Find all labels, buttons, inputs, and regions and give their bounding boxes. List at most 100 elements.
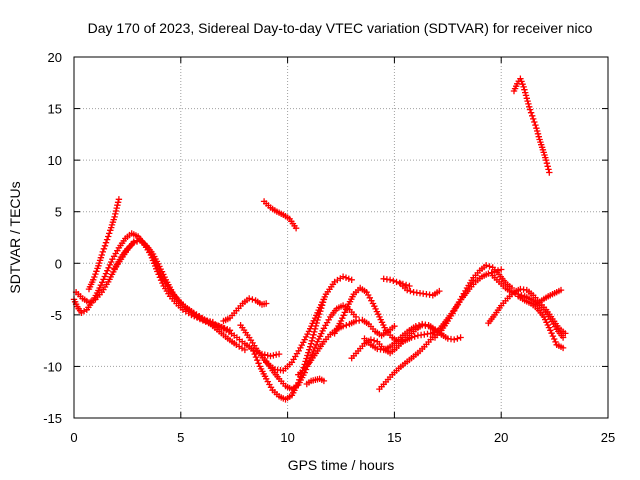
data-point [545, 291, 556, 300]
data-point [382, 373, 394, 386]
data-point [282, 393, 293, 403]
data-point [111, 258, 123, 272]
data-point [367, 341, 379, 351]
data-point [303, 379, 313, 388]
y-tick-label: -5 [50, 308, 62, 323]
data-point [557, 286, 565, 294]
data-point [305, 312, 320, 335]
data-point [380, 344, 392, 354]
data-point [378, 329, 390, 339]
grid-lines [74, 57, 608, 418]
data-point [386, 340, 398, 350]
data-point [312, 376, 321, 383]
data-point [540, 313, 553, 331]
data-point [457, 287, 469, 303]
data-point [258, 300, 268, 308]
data-point [256, 363, 269, 380]
data-point [483, 262, 493, 270]
data-series [70, 75, 569, 403]
data-point [350, 286, 362, 298]
data-point [406, 282, 413, 290]
data-point [250, 347, 262, 367]
data-point [542, 306, 555, 320]
data-point [122, 231, 133, 242]
data-point [532, 298, 543, 308]
data-point [549, 315, 561, 330]
data-point [320, 377, 328, 385]
data-point [286, 215, 298, 230]
chart-title: Day 170 of 2023, Sidereal Day-to-day VTE… [88, 20, 593, 36]
data-point [98, 281, 110, 296]
series-arc-09 [260, 198, 300, 232]
data-point [241, 346, 249, 354]
data-point [254, 347, 268, 364]
data-point [559, 344, 567, 352]
series-arc-03 [85, 196, 123, 293]
data-point [339, 273, 352, 282]
data-point [376, 381, 387, 393]
data-point [451, 299, 463, 314]
data-point [169, 289, 181, 303]
data-point [301, 359, 313, 372]
data-point [416, 290, 427, 297]
data-point [216, 328, 229, 340]
data-point [246, 295, 256, 303]
x-tick-label: 15 [387, 430, 401, 445]
data-point [128, 230, 140, 239]
data-point [224, 335, 238, 347]
data-point [307, 377, 317, 385]
data-point [382, 327, 394, 339]
x-tick-label: 25 [601, 430, 615, 445]
data-point [346, 318, 357, 328]
data-point [517, 285, 527, 293]
data-point [74, 303, 84, 314]
data-point [282, 382, 293, 392]
data-point [423, 291, 433, 298]
data-point [295, 367, 306, 378]
data-point [380, 275, 391, 283]
series-arc-24 [510, 75, 553, 176]
data-point [162, 276, 175, 293]
data-point [406, 328, 417, 339]
data-point [431, 329, 443, 341]
series-arc-12 [303, 375, 328, 388]
data-point [331, 320, 343, 337]
data-point [115, 237, 127, 251]
data-point [331, 275, 344, 286]
data-point [337, 306, 350, 325]
data-point [472, 275, 483, 286]
data-point [263, 375, 275, 391]
data-point [530, 115, 539, 129]
data-point [348, 276, 355, 283]
data-point [555, 325, 567, 335]
data-point [124, 240, 136, 254]
data-point [389, 334, 400, 344]
x-tick-label: 20 [494, 430, 508, 445]
data-point [521, 297, 533, 306]
data-point [369, 300, 382, 318]
data-point [517, 75, 526, 88]
data-point [510, 286, 522, 296]
data-point [109, 247, 121, 263]
data-point [391, 323, 398, 330]
data-point [85, 297, 97, 306]
data-point [395, 361, 407, 372]
data-point [478, 271, 490, 280]
data-point [333, 303, 345, 312]
plot-frame [73, 56, 609, 419]
data-point [241, 340, 255, 352]
data-point [357, 284, 368, 294]
data-point [489, 264, 501, 276]
data-point [327, 327, 338, 338]
x-axis-title: GPS time / hours [288, 457, 395, 473]
data-point [96, 273, 108, 292]
data-point [72, 289, 84, 300]
data-point [502, 279, 513, 290]
data-point [527, 296, 539, 306]
data-point [246, 334, 260, 352]
data-point [149, 250, 162, 268]
data-point [179, 306, 192, 317]
data-point [105, 268, 117, 286]
series-arc-16 [376, 266, 505, 393]
